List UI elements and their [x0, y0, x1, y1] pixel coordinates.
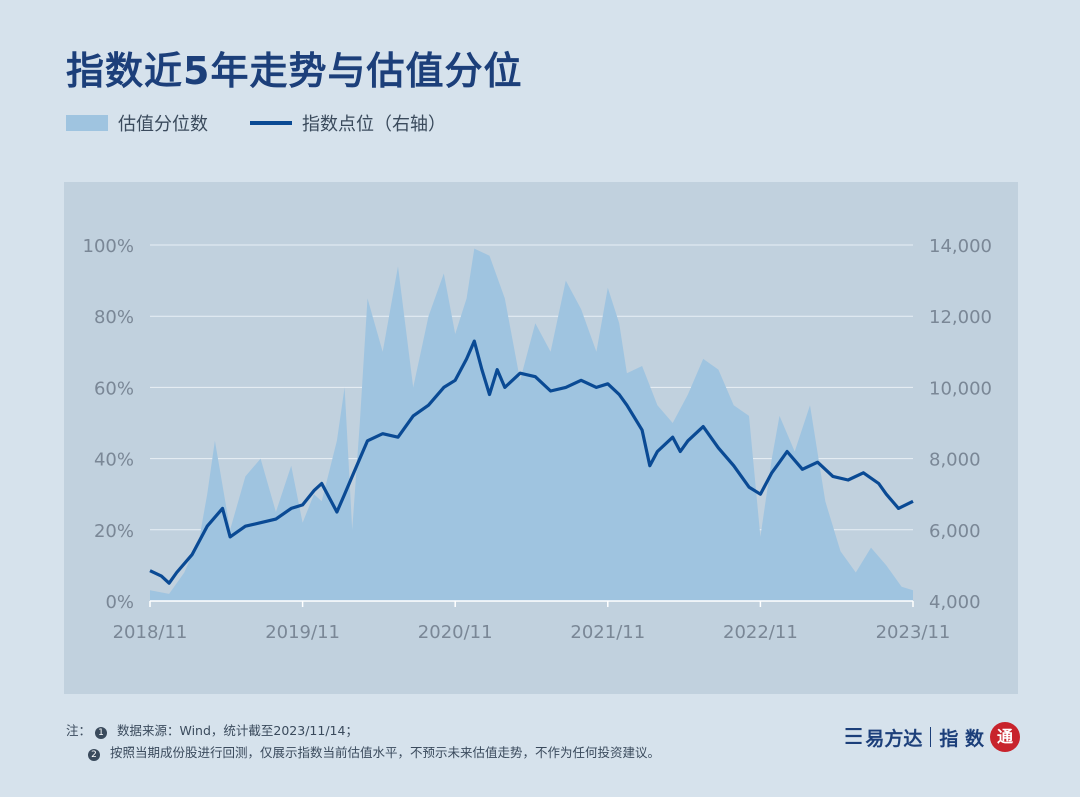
brand-logo: ☰ 易方达 指 数 通 — [844, 722, 1020, 752]
footnote-note-1: 数据来源：Wind，统计截至2023/11/14； — [116, 723, 358, 738]
footnote: 注： 1 数据来源：Wind，统计截至2023/11/14； 2 按照当期成份股… — [66, 720, 660, 764]
x-tick-label: 2022/11 — [723, 622, 798, 643]
chart-title: 指数近5年走势与估值分位 — [66, 49, 523, 93]
brand-name: 易方达 — [865, 727, 923, 750]
footnote-note-2: 按照当期成份股进行回测，仅展示指数当前估值水平，不预示未来估值走势，不作为任何投… — [109, 745, 660, 760]
legend-area-label: 估值分位数 — [118, 114, 208, 135]
y-right-tick-label: 12,000 — [929, 307, 992, 328]
valuation-percentile-area — [150, 248, 913, 601]
footnote-number-1: 1 — [95, 727, 107, 739]
y-right-tick-label: 6,000 — [929, 521, 981, 542]
y-right-tick-label: 4,000 — [929, 592, 981, 613]
y-left-tick-label: 0% — [105, 592, 134, 613]
x-tick-label: 2019/11 — [265, 622, 340, 643]
y-right-tick-label: 14,000 — [929, 236, 992, 257]
x-tick-label: 2023/11 — [876, 622, 951, 643]
index-level-line — [149, 339, 914, 585]
legend: 估值分位数 指数点位（右轴） — [66, 110, 446, 136]
x-tick-label: 2020/11 — [418, 622, 493, 643]
y-left-tick-label: 80% — [94, 307, 134, 328]
legend-line-swatch — [250, 121, 292, 125]
y-right-tick-label: 8,000 — [929, 450, 981, 471]
brand-separator — [930, 727, 932, 747]
y-left-tick-label: 100% — [83, 236, 134, 257]
brand-seal: 通 — [990, 722, 1020, 752]
x-tick-label: 2018/11 — [113, 622, 188, 643]
y-left-tick-label: 60% — [94, 378, 134, 399]
x-tick-label: 2021/11 — [570, 622, 645, 643]
footnote-number-2: 2 — [88, 749, 100, 761]
brand-section: 指 数 — [939, 727, 984, 750]
y-left-tick-label: 40% — [94, 450, 134, 471]
footnote-prefix: 注： — [66, 723, 92, 738]
brand-e-icon: ☰ — [843, 724, 864, 750]
y-left-tick-label: 20% — [94, 521, 134, 542]
legend-area-swatch — [66, 115, 108, 131]
y-right-tick-label: 10,000 — [929, 378, 992, 399]
legend-line-label: 指数点位（右轴） — [302, 114, 446, 135]
